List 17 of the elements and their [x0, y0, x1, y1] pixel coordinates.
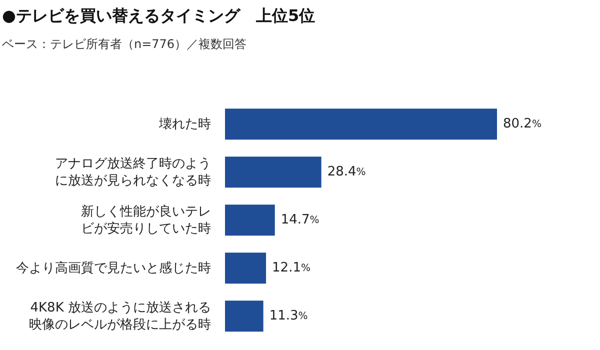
data-label: 80.2%	[503, 116, 542, 132]
text: ベース：テレビ所有者（n=776）／複数回答	[2, 36, 247, 53]
data-label: 12.1%	[272, 260, 311, 276]
data-label: 14.7%	[280, 212, 320, 228]
bar	[225, 300, 264, 332]
y-tick-label: 今より高画質で見たいと感じた時	[16, 260, 211, 276]
bar	[225, 204, 275, 236]
y-tick-label: 壊れた時	[158, 116, 211, 132]
bar	[225, 156, 322, 188]
data-label: 28.4%	[327, 164, 366, 180]
y-tick-label: 4K8K 放送のように放送される映像のレベルが格段に上がる時	[29, 300, 211, 332]
y-tick-label: アナログ放送終了時のように放送が見られなくなる時	[55, 156, 211, 188]
y-tick-label: 新しく性能が良いテレビが安売りしていた時	[81, 204, 211, 236]
chart-title: ●テレビを買い替えるタイミング 上位5位	[2, 6, 316, 27]
data-label: 11.3%	[269, 308, 308, 324]
bar	[225, 108, 497, 140]
bar	[225, 252, 266, 284]
